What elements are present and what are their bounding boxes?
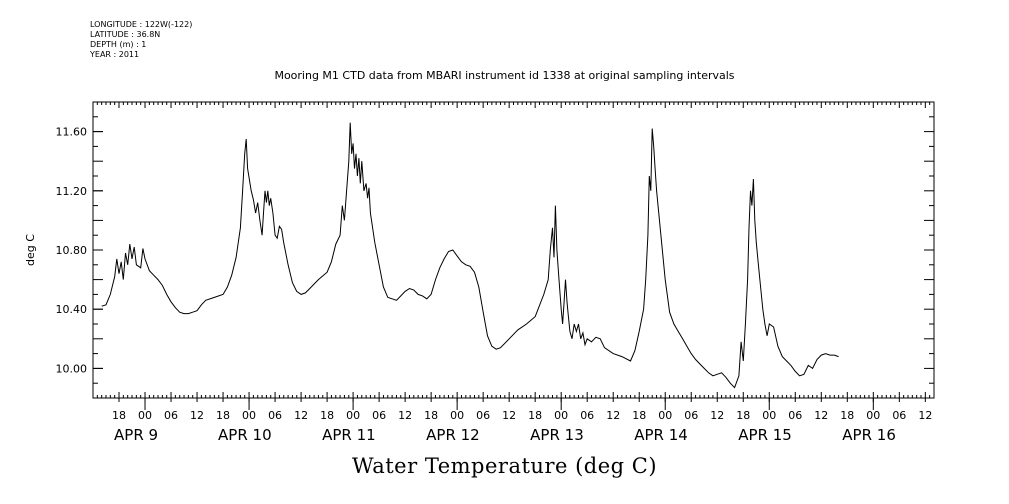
x-hour-tick-label: 12 — [814, 409, 828, 422]
x-day-label: APR 16 — [842, 426, 896, 444]
latitude-label: LATITUDE : 36.8N — [90, 30, 161, 39]
x-hour-tick-label: 12 — [606, 409, 620, 422]
x-day-label: APR 15 — [738, 426, 792, 444]
x-hour-tick-label: 12 — [710, 409, 724, 422]
x-hour-tick-label: 06 — [164, 409, 178, 422]
y-tick-label: 11.60 — [56, 126, 88, 139]
x-axis-label: Water Temperature (deg C) — [351, 454, 658, 478]
x-hour-tick-label: 18 — [320, 409, 334, 422]
chart-title: Mooring M1 CTD data from MBARI instrumen… — [274, 69, 735, 82]
x-hour-tick-label: 00 — [866, 409, 880, 422]
x-hour-tick-label: 18 — [840, 409, 854, 422]
x-hour-tick-label: 06 — [476, 409, 490, 422]
x-day-label: APR 10 — [218, 426, 272, 444]
x-hour-tick-label: 06 — [580, 409, 594, 422]
x-hour-tick-label: 00 — [346, 409, 360, 422]
series-line-water-temperature — [101, 122, 839, 389]
x-hour-tick-label: 06 — [268, 409, 282, 422]
x-hour-tick-label: 12 — [502, 409, 516, 422]
x-hour-tick-label: 00 — [762, 409, 776, 422]
longitude-label: LONGITUDE : 122W(-122) — [90, 20, 193, 29]
x-hour-tick-label: 18 — [112, 409, 126, 422]
x-hour-tick-label: 18 — [216, 409, 230, 422]
metadata-block: LONGITUDE : 122W(-122) LATITUDE : 36.8N … — [90, 20, 192, 60]
axis-ticks — [92, 101, 935, 410]
x-day-label: APR 9 — [114, 426, 158, 444]
y-tick-label: 10.00 — [56, 362, 88, 375]
year-label: YEAR : 2011 — [90, 50, 140, 59]
x-hour-tick-label: 06 — [372, 409, 386, 422]
x-hour-tick-label: 18 — [528, 409, 542, 422]
y-tick-label: 10.40 — [56, 303, 88, 316]
x-day-label: APR 14 — [634, 426, 688, 444]
x-hour-tick-label: 12 — [918, 409, 932, 422]
x-hour-tick-label: 18 — [424, 409, 438, 422]
x-hour-tick-label: 00 — [242, 409, 256, 422]
x-hour-tick-label: 18 — [736, 409, 750, 422]
x-hour-tick-label: 00 — [554, 409, 568, 422]
x-hour-tick-label: 12 — [294, 409, 308, 422]
x-hour-tick-label: 12 — [190, 409, 204, 422]
plot-frame — [92, 101, 935, 399]
x-hour-tick-label: 00 — [138, 409, 152, 422]
x-day-label: APR 12 — [426, 426, 480, 444]
y-tick-label: 10.80 — [56, 244, 88, 257]
y-axis-label: deg C — [24, 234, 37, 266]
x-hour-tick-label: 00 — [450, 409, 464, 422]
x-hour-tick-label: 00 — [658, 409, 672, 422]
y-tick-label: 11.20 — [56, 185, 88, 198]
x-hour-tick-label: 06 — [788, 409, 802, 422]
x-hour-tick-label: 18 — [632, 409, 646, 422]
axis-labels: 18 00 06 12 18 00 06 12 18 00 06 12 18 00 06 12 18 00 06 12… — [56, 126, 933, 444]
x-hour-tick-label: 06 — [892, 409, 906, 422]
x-hour-tick-label: 06 — [684, 409, 698, 422]
x-day-label: APR 11 — [322, 426, 376, 444]
x-hour-tick-label: 12 — [398, 409, 412, 422]
depth-label: DEPTH (m) : 1 — [90, 40, 147, 49]
x-day-label: APR 13 — [530, 426, 584, 444]
